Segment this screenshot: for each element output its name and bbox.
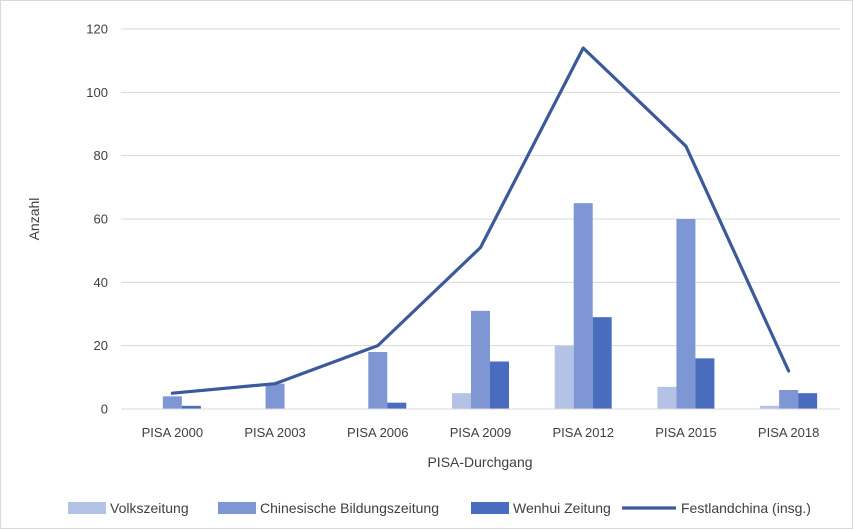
y-tick-label: 40 <box>94 275 108 290</box>
y-tick-label: 20 <box>94 338 108 353</box>
legend-label: Chinesische Bildungszeitung <box>260 500 439 516</box>
x-tick-label: PISA 2003 <box>244 425 305 440</box>
y-tick-label: 0 <box>101 402 108 417</box>
x-axis-ticks: PISA 2000 PISA 2003 PISA 2006 PISA 2009 PISA… <box>142 425 820 440</box>
bar <box>181 405 201 409</box>
legend: Volkszeitung Chinesische Bildungszeitung W… <box>68 500 811 516</box>
bar <box>265 383 285 409</box>
bar <box>471 310 490 409</box>
x-axis-title: PISA-Durchgang <box>427 454 532 470</box>
legend-swatch <box>471 502 509 514</box>
bar <box>368 352 388 409</box>
x-tick-label: PISA 2015 <box>655 425 716 440</box>
total-line <box>170 46 791 395</box>
legend-label: Volkszeitung <box>110 500 189 516</box>
legend-label: Wenhui Zeitung <box>513 500 611 516</box>
bar <box>387 402 407 409</box>
legend-swatch <box>68 502 106 514</box>
y-tick-label: 60 <box>94 212 108 227</box>
y-tick-label: 120 <box>86 22 108 37</box>
x-tick-label: PISA 2012 <box>552 425 613 440</box>
bar <box>779 390 799 409</box>
x-tick-label: PISA 2009 <box>450 425 511 440</box>
bar <box>695 358 715 409</box>
gridlines <box>121 28 840 347</box>
line-series <box>170 46 791 395</box>
x-tick-label: PISA 2006 <box>347 425 408 440</box>
bar <box>760 405 780 409</box>
x-tick-label: PISA 2000 <box>142 425 203 440</box>
y-tick-label: 80 <box>94 148 108 163</box>
bar <box>573 203 593 409</box>
bar <box>592 317 612 409</box>
y-axis-title: Anzahl <box>26 198 42 241</box>
bars <box>162 203 818 409</box>
bar <box>798 393 818 409</box>
legend-swatch <box>218 502 256 514</box>
bar <box>657 386 677 409</box>
bar <box>490 361 509 409</box>
bar <box>452 393 471 409</box>
bar <box>554 345 574 409</box>
x-tick-label: PISA 2018 <box>758 425 819 440</box>
y-tick-label: 100 <box>86 85 108 100</box>
bar <box>162 396 182 409</box>
y-axis-ticks: 0 20 40 60 80 100 120 <box>86 22 108 417</box>
legend-label: Festlandchina (insg.) <box>681 500 811 516</box>
bar <box>676 219 696 409</box>
